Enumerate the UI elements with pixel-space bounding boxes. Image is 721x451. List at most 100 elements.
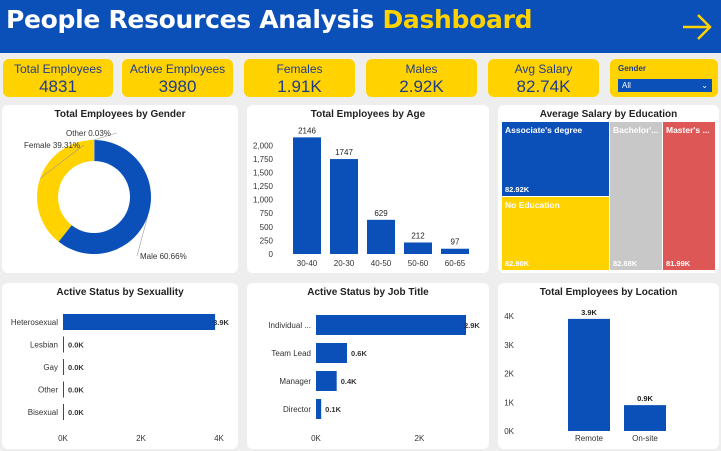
age-bar-card: Total Employees by Age 0 250 500 750 1,000 1,… (247, 105, 489, 273)
bar-data-label: 2.9K (464, 321, 480, 330)
chevron-down-icon: ⌄ (701, 81, 708, 90)
treemap-tile (663, 122, 715, 270)
hbar-lesbian (63, 336, 64, 353)
treemap-tile-label: Bachelor'... (613, 125, 658, 135)
hbar-heterosexual (63, 314, 216, 330)
donut-leader-line (136, 215, 149, 257)
dashboard-title: People Resources Analysis Dashboard (6, 5, 533, 34)
x-tick-label: 0K (311, 434, 321, 443)
hbar-gay (63, 359, 64, 375)
dashboard-header: People Resources Analysis Dashboard (0, 0, 721, 53)
donut-label-other: Other 0.03% (66, 129, 111, 138)
y-tick-label: 500 (260, 223, 274, 232)
kpi-label: Males (405, 62, 438, 76)
location-bar-remote (568, 318, 610, 431)
y-tick-label: 750 (260, 209, 274, 218)
gender-donut-chart: Male 60.66% Female 39.31% Other 0.03% (24, 129, 187, 261)
y-tick-label: 1,250 (253, 182, 274, 191)
y-tick-label: 4K (504, 312, 514, 321)
chart-title: Active Status by Sexuallity (56, 287, 184, 298)
donut-slice-male (58, 140, 152, 254)
x-tick-label: 4K (214, 434, 224, 443)
chart-title: Active Status by Job Title (307, 287, 429, 298)
y-category-label: Lesbian (30, 341, 58, 350)
treemap-tile-label: No Education (505, 200, 560, 210)
bar-data-label: 0.0K (68, 386, 84, 395)
y-tick-label: 0 (269, 250, 274, 259)
y-category-label: Manager (279, 377, 311, 386)
bar-data-label: 0.0K (68, 408, 84, 417)
bar-data-label: 3.9K (213, 318, 229, 327)
location-bar-card: Total Employees by Location 0K 1K 2K 3K 4K 3.… (498, 283, 719, 449)
bar-data-label: 212 (411, 231, 425, 240)
y-category-label: Gay (43, 363, 58, 372)
bar-data-label: 0.0K (68, 341, 84, 350)
kpi-value: 1.91K (277, 77, 322, 96)
treemap-tile-value: 81.99K (666, 259, 691, 268)
x-tick-label: 30-40 (297, 259, 318, 268)
bar-data-label: 0.1K (325, 405, 341, 414)
treemap-tile-label: Master's ... (666, 125, 710, 135)
treemap-tile-value: 82.90K (505, 259, 530, 268)
x-tick-label: 2K (415, 434, 425, 443)
chart-title: Total Employees by Gender (54, 109, 186, 120)
location-bar-on-site (624, 405, 666, 431)
treemap-tile (502, 122, 609, 196)
chart-title: Average Salary by Education (539, 109, 678, 120)
bar-data-label: 2146 (298, 126, 316, 135)
y-tick-label: 0K (504, 427, 514, 436)
y-category-label: Heterosexual (11, 318, 58, 327)
age-bar-20-30 (330, 159, 358, 254)
age-bar-30-40 (293, 137, 321, 254)
jobtitle-bar-card: Active Status by Job Title Individual ..… (247, 283, 489, 449)
gender-dropdown[interactable]: All ⌄ (618, 79, 712, 92)
donut-slice-female (37, 140, 94, 242)
treemap-tile-value: 82.88K (613, 259, 638, 268)
kpi-avg-salary: Avg Salary 82.74K (488, 59, 599, 97)
x-tick-label: 50-60 (408, 259, 429, 268)
chart-title: Total Employees by Age (310, 109, 426, 120)
education-treemap-chart: Associate's degree 82.92K No Education 82.9… (502, 122, 715, 270)
hbar-manager (316, 371, 337, 391)
x-tick-label: 0K (58, 434, 68, 443)
x-tick-label: Remote (575, 434, 604, 443)
y-category-label: Team Lead (271, 349, 311, 358)
y-tick-label: 1,500 (253, 168, 274, 177)
slicer-label: Gender (618, 64, 647, 73)
kpi-total-employees: Total Employees 4831 (3, 59, 113, 97)
bar-data-label: 0.4K (341, 377, 357, 386)
bar-data-label: 0.6K (351, 349, 367, 358)
age-bar-40-50 (367, 219, 395, 254)
x-tick-label: 60-65 (445, 259, 466, 268)
donut-label-female: Female 39.31% (24, 141, 80, 150)
hbar-other (63, 381, 64, 398)
y-tick-label: 1,750 (253, 155, 274, 164)
sexuality-bar-card: Active Status by Sexuallity Heterosexual… (2, 283, 238, 449)
hbar-individual- (316, 315, 466, 335)
kpi-females: Females 1.91K (244, 59, 355, 97)
treemap-tile (610, 122, 662, 270)
title-main: People Resources Analysis (6, 5, 375, 34)
hbar-team-lead (316, 343, 348, 363)
y-tick-label: 2K (504, 370, 514, 379)
arrow-right-icon[interactable] (680, 10, 714, 44)
age-bar-chart: 0 250 500 750 1,000 1,250 1,500 1,750 2,000 2146 3… (253, 126, 469, 268)
x-tick-label: 20-30 (334, 259, 355, 268)
y-category-label: Director (283, 405, 311, 414)
dropdown-value: All (622, 81, 631, 90)
donut-label-male: Male 60.66% (140, 252, 187, 261)
y-tick-label: 2,000 (253, 141, 274, 150)
y-tick-label: 250 (260, 236, 274, 245)
hbar-bisexual (63, 404, 64, 420)
bar-data-label: 3.9K (581, 308, 597, 317)
kpi-label: Avg Salary (514, 62, 573, 76)
treemap-tile-label: Associate's degree (505, 125, 582, 135)
y-tick-label: 3K (504, 341, 514, 350)
y-category-label: Other (38, 386, 58, 395)
x-tick-label: 40-50 (371, 259, 392, 268)
treemap-tile (502, 197, 609, 270)
x-tick-label: On-site (632, 434, 658, 443)
kpi-label: Females (276, 62, 323, 76)
gender-slicer: Gender All ⌄ (610, 59, 718, 97)
age-bar-50-60 (404, 242, 432, 254)
